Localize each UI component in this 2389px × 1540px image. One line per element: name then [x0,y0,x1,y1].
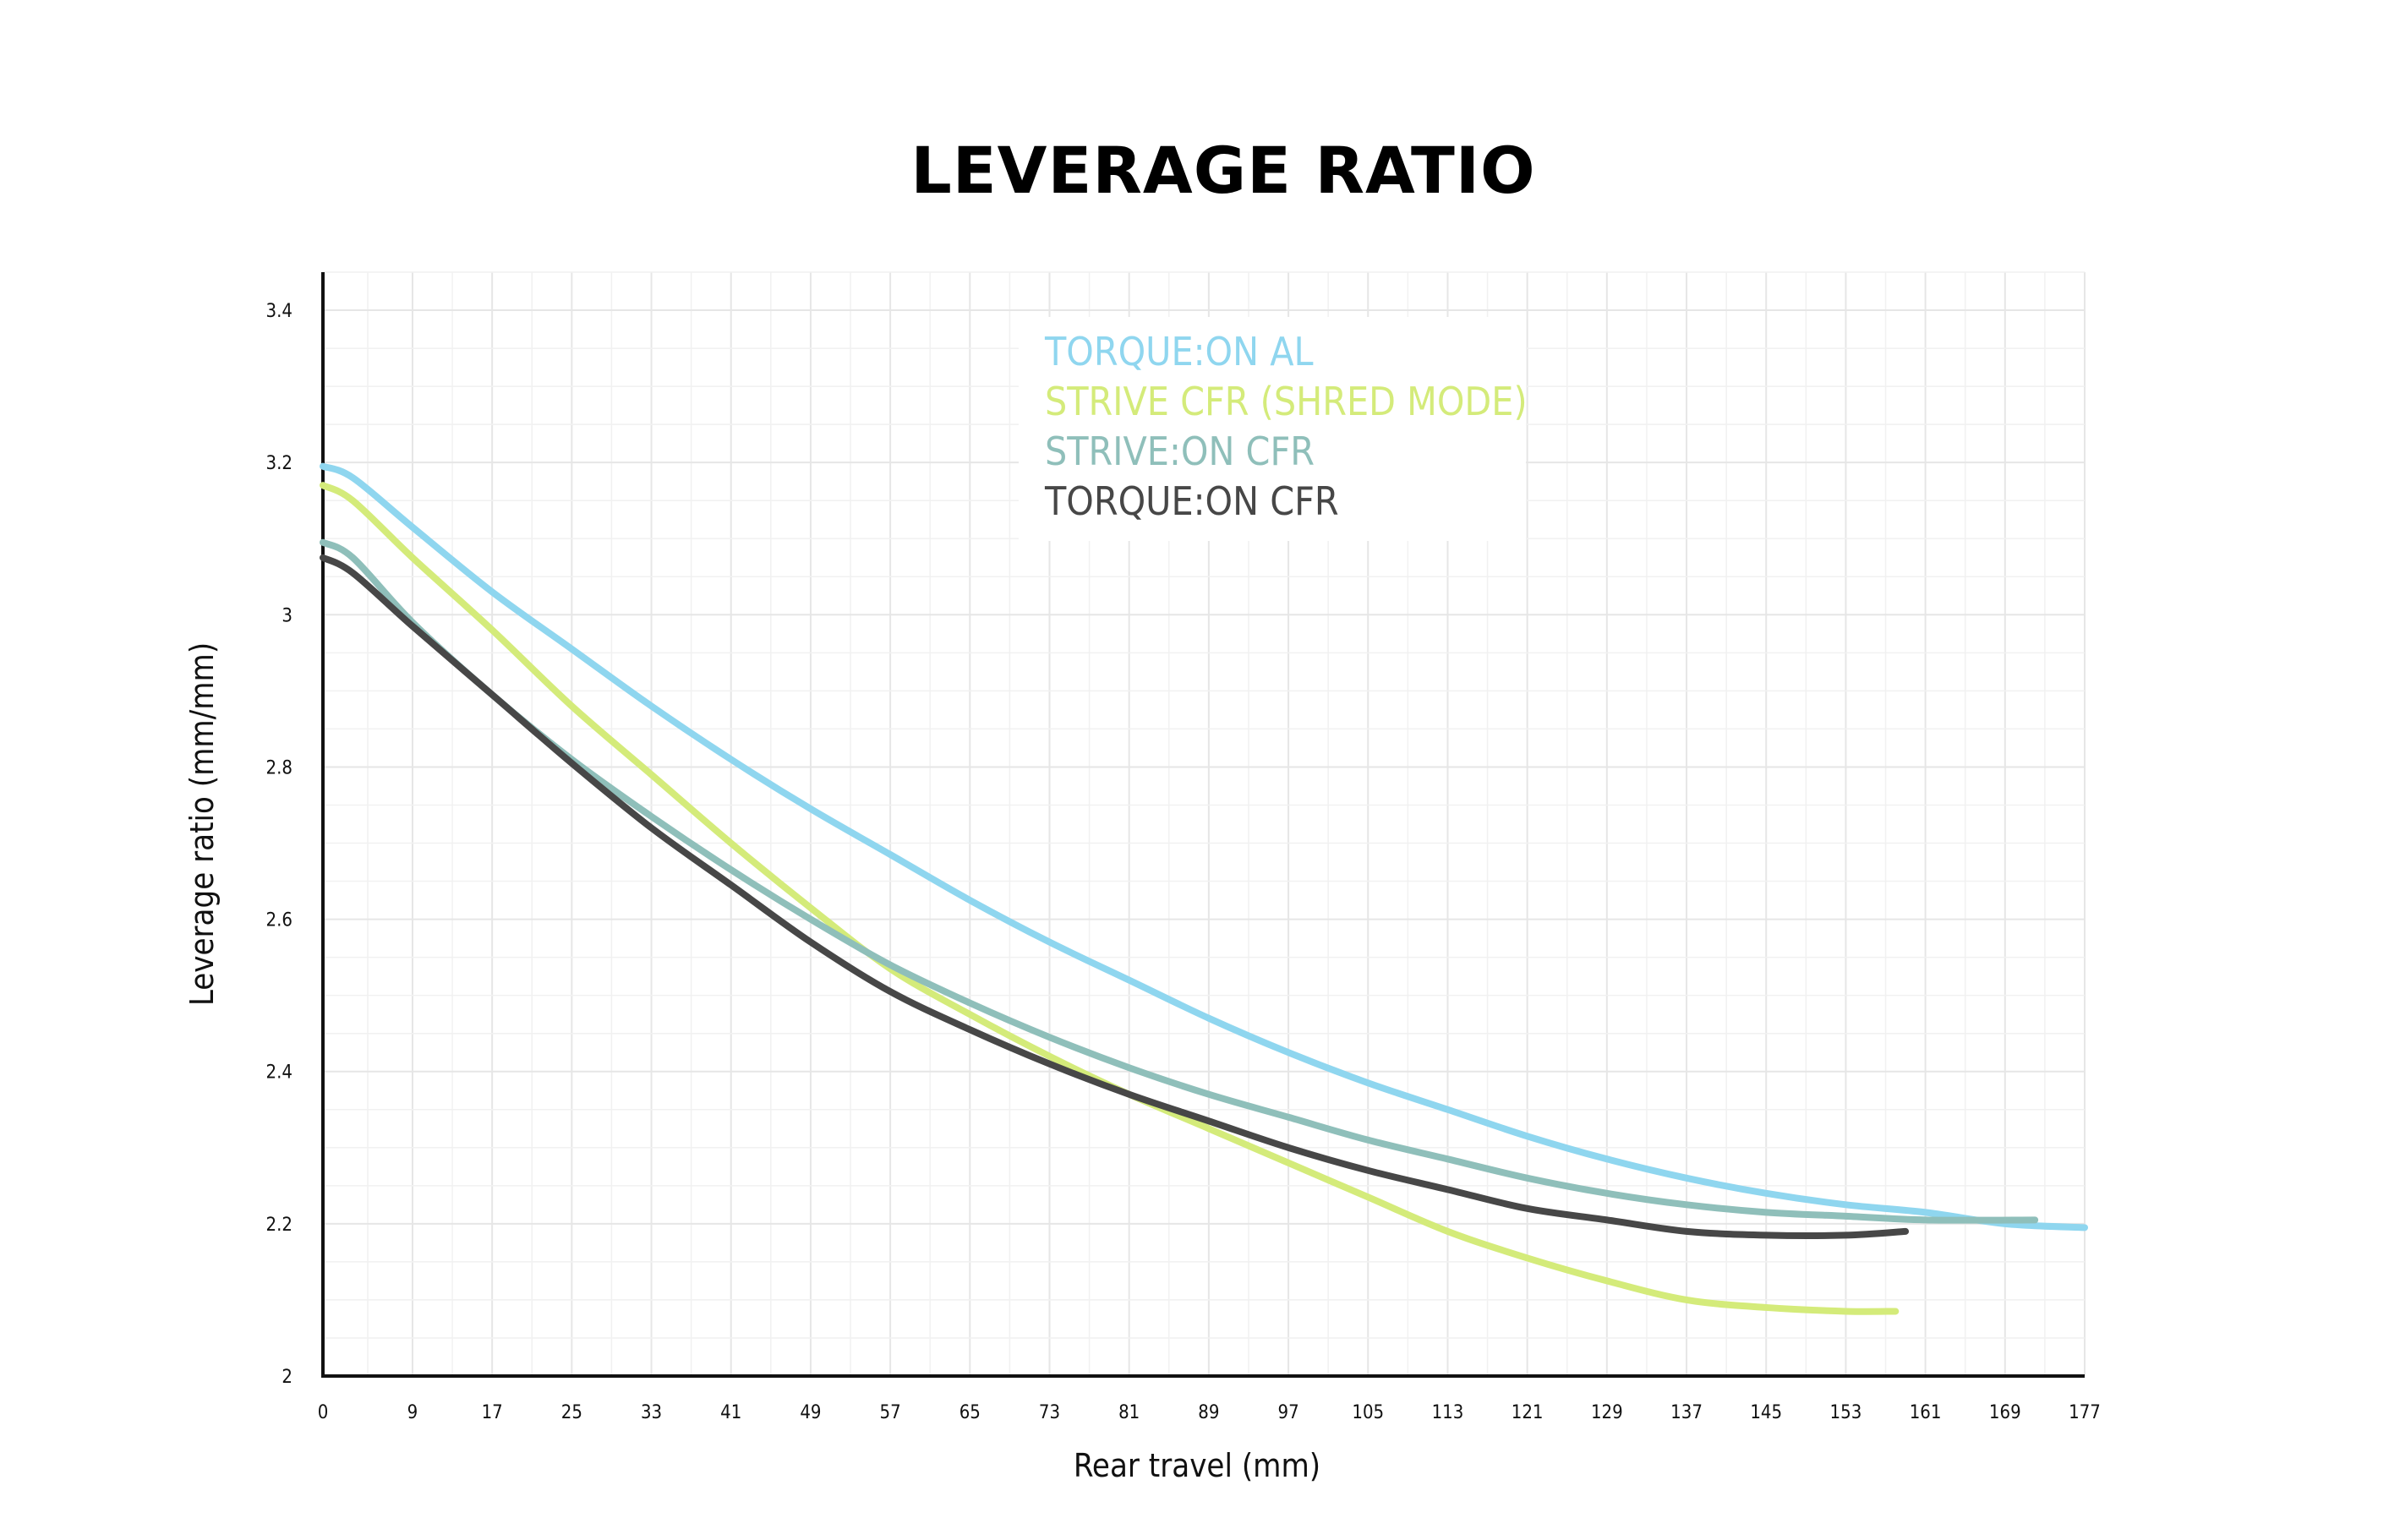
x-tick-label: 121 [1512,1402,1544,1423]
x-tick-label: 153 [1830,1402,1862,1423]
y-axis-label: Leverage ratio (mm/mm) [183,642,221,1006]
y-tick-label: 3.2 [266,453,292,474]
x-tick-label: 97 [1277,1402,1298,1423]
chart-title: LEVERAGE RATIO [910,133,1535,208]
legend-entry-torque-on-cfr: TORQUE:ON CFR [1044,478,1339,524]
legend-background [1019,317,1526,541]
x-tick-label: 169 [1989,1402,2021,1423]
y-axis-tick-labels: 2 2.2 2.4 2.6 2.8 3 3.2 3.4 [266,301,292,1388]
legend: TORQUE:ON AL STRIVE CFR (SHRED MODE) STRIV… [1019,317,1528,541]
x-tick-label: 161 [1910,1402,1942,1423]
x-tick-label: 33 [641,1402,662,1423]
axes [321,272,2085,1378]
x-tick-label: 105 [1352,1402,1384,1423]
x-tick-label: 113 [1432,1402,1464,1423]
x-tick-label: 17 [482,1402,503,1423]
legend-entry-strive-cfr-shred-mode: STRIVE CFR (SHRED MODE) [1045,379,1528,424]
series-lines [320,462,2088,1315]
x-tick-label: 89 [1198,1402,1219,1423]
series-line-strive-cfr-shred-mode [320,482,1900,1315]
x-tick-label: 0 [318,1402,329,1423]
y-tick-label: 2.2 [266,1215,292,1236]
x-tick-label: 49 [800,1402,821,1423]
x-tick-label: 129 [1591,1402,1623,1423]
y-tick-label: 2.6 [266,910,292,931]
x-axis-tick-labels: 0 9 17 25 33 41 49 57 65 73 81 89 97 105 113 121 129 137 1… [318,1402,2101,1423]
x-tick-label: 177 [2069,1402,2101,1423]
x-tick-label: 25 [561,1402,582,1423]
x-tick-label: 145 [1750,1402,1782,1423]
x-tick-label: 73 [1039,1402,1060,1423]
x-tick-label: 41 [720,1402,741,1423]
x-tick-label: 57 [880,1402,901,1423]
x-tick-label: 137 [1670,1402,1703,1423]
legend-entry-torque-on-al: TORQUE:ON AL [1044,329,1314,374]
series-line-torque-on-cfr [320,554,1910,1239]
x-tick-label: 81 [1118,1402,1140,1423]
x-tick-label: 9 [407,1402,418,1423]
y-tick-label: 2.4 [266,1062,292,1084]
series-line-torque-on-al [320,462,2088,1231]
x-tick-label: 65 [959,1402,981,1423]
x-axis-label: Rear travel (mm) [1074,1447,1320,1484]
y-tick-label: 2 [282,1367,292,1388]
legend-entry-strive-on-cfr: STRIVE:ON CFR [1045,429,1315,474]
y-tick-label: 3.4 [266,301,292,322]
y-tick-label: 3 [282,605,292,626]
y-tick-label: 2.8 [266,757,292,778]
